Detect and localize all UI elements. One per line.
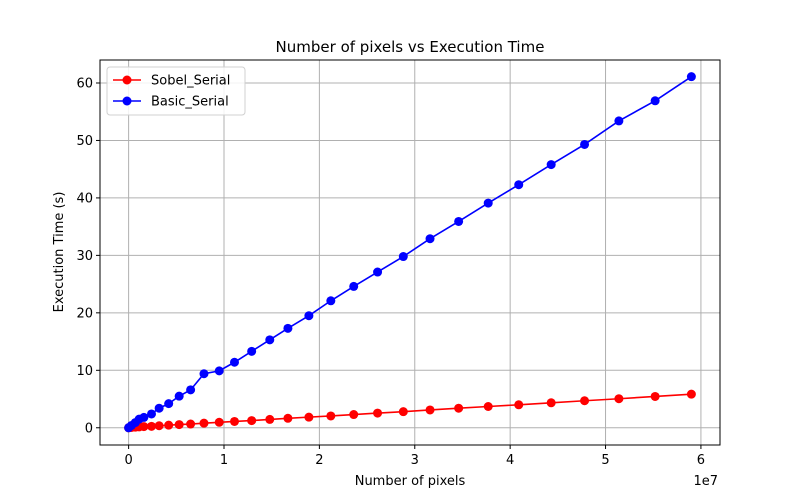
data-point-sobel-serial <box>186 419 196 429</box>
data-point-sobel-serial <box>686 389 696 399</box>
y-tick-label: 10 <box>76 364 93 379</box>
data-point-sobel-serial <box>265 414 275 424</box>
data-point-sobel-serial <box>650 391 660 401</box>
y-tick-label: 60 <box>76 76 93 91</box>
data-point-sobel-serial <box>546 398 556 408</box>
data-point-sobel-serial <box>283 413 293 423</box>
series-line-basic-serial <box>128 75 692 429</box>
data-point-sobel-serial <box>147 421 157 431</box>
data-point-basic-serial <box>139 412 149 422</box>
data-point-basic-serial <box>154 403 164 413</box>
data-point-basic-serial <box>247 346 257 356</box>
data-point-sobel-serial <box>514 400 524 410</box>
data-point-basic-serial <box>454 216 464 226</box>
data-point-sobel-serial <box>139 422 149 432</box>
grid-layer <box>100 60 720 445</box>
data-point-sobel-serial <box>164 420 174 430</box>
data-point-sobel-serial <box>174 420 184 430</box>
data-point-sobel-serial <box>247 416 257 426</box>
y-axis-label: Execution Time (s) <box>52 192 67 313</box>
data-point-basic-serial <box>147 409 157 419</box>
data-point-basic-serial <box>349 281 359 291</box>
data-point-sobel-serial <box>326 411 336 421</box>
data-point-basic-serial <box>483 198 493 208</box>
data-point-basic-serial <box>164 399 174 409</box>
data-point-basic-serial <box>283 323 293 333</box>
legend-box <box>106 66 246 116</box>
legend: Sobel_Serial Basic_Serial <box>106 66 246 116</box>
data-point-basic-serial <box>686 72 696 82</box>
series-line-sobel-serial <box>128 393 692 429</box>
y-tick-label: 20 <box>76 306 93 321</box>
data-point-sobel-serial <box>614 394 624 404</box>
x-axis-offset-label: 1e7 <box>693 474 718 489</box>
data-point-basic-serial <box>229 357 239 367</box>
x-axis-label: Number of pixels <box>355 474 466 489</box>
data-point-sobel-serial <box>580 396 590 406</box>
y-tick-label: 30 <box>76 249 93 264</box>
data-point-sobel-serial <box>304 412 314 422</box>
chart-title: Number of pixels vs Execution Time <box>276 38 545 56</box>
data-point-basic-serial <box>214 366 224 376</box>
x-tick-label: 1 <box>220 453 228 468</box>
plot-layer <box>124 72 696 433</box>
data-point-basic-serial <box>650 96 660 106</box>
x-tick-label: 4 <box>506 453 514 468</box>
data-point-sobel-serial <box>483 402 493 411</box>
legend-label-sobel-serial: Sobel_Serial <box>151 74 230 89</box>
plot-area-frame <box>99 59 721 446</box>
data-point-basic-serial <box>580 139 590 149</box>
x-tick-label: 3 <box>411 453 419 468</box>
y-tick-label: 50 <box>76 134 93 149</box>
data-point-basic-serial <box>174 391 184 401</box>
data-point-sobel-serial <box>154 421 164 431</box>
data-point-sobel-serial <box>425 405 435 415</box>
data-point-basic-serial <box>425 234 435 244</box>
data-point-sobel-serial <box>214 417 224 427</box>
data-point-basic-serial <box>265 335 275 345</box>
x-tick-label: 0 <box>124 453 132 468</box>
data-point-basic-serial <box>304 311 314 321</box>
y-tick-label: 0 <box>85 421 93 436</box>
data-point-basic-serial <box>614 116 624 126</box>
data-point-sobel-serial <box>229 416 239 426</box>
x-tick-label: 6 <box>697 453 705 468</box>
data-point-sobel-serial <box>373 408 383 418</box>
data-point-sobel-serial <box>454 403 464 413</box>
legend-marker-basic-serial <box>122 96 132 106</box>
legend-label-basic-serial: Basic_Serial <box>151 95 229 110</box>
x-tick-label: 2 <box>315 453 323 468</box>
data-point-sobel-serial <box>349 410 359 420</box>
data-point-basic-serial <box>514 180 524 190</box>
x-tick-label: 5 <box>601 453 609 468</box>
data-point-basic-serial <box>199 369 209 379</box>
legend-marker-sobel-serial <box>122 75 132 85</box>
data-point-sobel-serial <box>398 407 408 417</box>
data-point-basic-serial <box>546 160 556 170</box>
data-point-basic-serial <box>326 296 336 306</box>
data-point-basic-serial <box>398 252 408 262</box>
data-point-basic-serial <box>186 385 196 395</box>
data-point-basic-serial <box>373 267 383 277</box>
data-point-sobel-serial <box>199 418 209 428</box>
y-tick-label: 40 <box>76 191 93 206</box>
